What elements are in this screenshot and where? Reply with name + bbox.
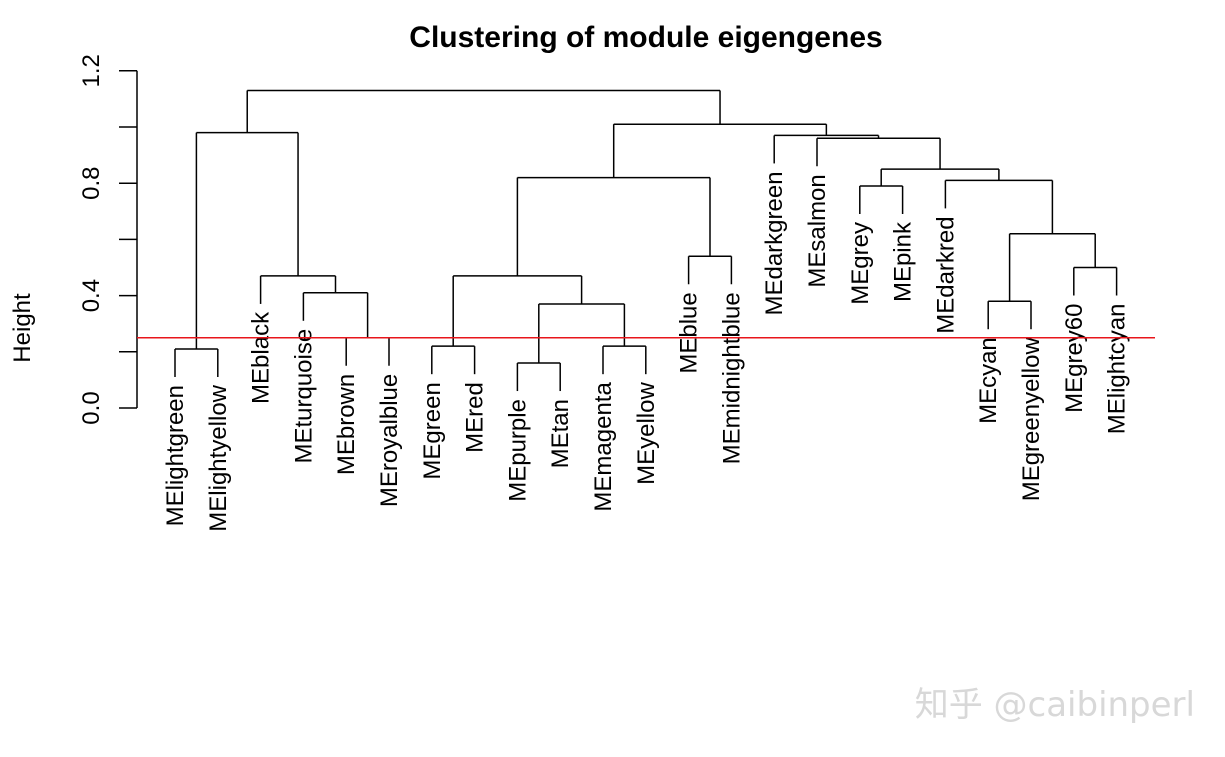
leaf-label: MEturquoise	[290, 329, 317, 464]
leaf-label: MEcyan	[975, 337, 1002, 424]
leaf-label: MElightgreen	[162, 385, 189, 526]
leaf-label: MEred	[462, 382, 489, 453]
leaf-label: MEgrey60	[1061, 304, 1088, 413]
merge-m21	[612, 123, 828, 178]
y-tick-label: 0.8	[78, 167, 105, 200]
leaf-label: MElightcyan	[1104, 304, 1131, 435]
leaf-label: MEmidnightblue	[718, 292, 745, 464]
y-axis-label: Height	[9, 293, 36, 363]
leaf-label: MEbrown	[333, 374, 360, 475]
leaf-label: MEtan	[547, 399, 574, 468]
y-tick-label: 0.0	[78, 391, 105, 424]
merge-m10	[452, 275, 583, 347]
merge-m4	[260, 275, 337, 293]
leaf-label: MEmagenta	[590, 382, 617, 512]
leaf-label: MEroyalblue	[376, 374, 403, 507]
merge-m18	[880, 168, 1000, 187]
dendrogram-tree	[174, 89, 1118, 392]
leaf-label: MEblue	[676, 292, 703, 373]
leaf-label: MEgreen	[419, 382, 446, 479]
y-tick-label: 1.2	[78, 54, 105, 87]
y-axis: 0.0 0.4 0.8 1.2	[78, 54, 138, 425]
leaf-label: MEgrey	[847, 222, 874, 305]
merge-m19	[817, 137, 941, 170]
watermark: 知乎 @caibinperl	[915, 685, 1195, 725]
leaf-label: MEpurple	[504, 399, 531, 502]
leaf-label: MEdarkgreen	[761, 171, 788, 315]
merge-m9	[538, 303, 626, 364]
leaf-label: MEgreenyellow	[1018, 337, 1045, 502]
merge-m22	[246, 89, 721, 133]
leaf-label: MElightyellow	[205, 384, 232, 531]
leaf-label: MEyellow	[633, 382, 660, 485]
merge-m12	[516, 176, 711, 276]
leaf-label: MEdarkred	[932, 216, 959, 333]
leaf-labels: MElightgreen MElightyellow MEblack MEturquo…	[162, 171, 1131, 531]
chart-title: Clustering of module eigengenes	[409, 21, 882, 54]
leaf-label: MEpink	[890, 221, 917, 302]
y-tick-label: 0.4	[78, 279, 105, 312]
leaf-label: MEblack	[248, 311, 275, 404]
leaf-label: MEsalmon	[804, 174, 831, 287]
merge-m17	[945, 179, 1054, 234]
